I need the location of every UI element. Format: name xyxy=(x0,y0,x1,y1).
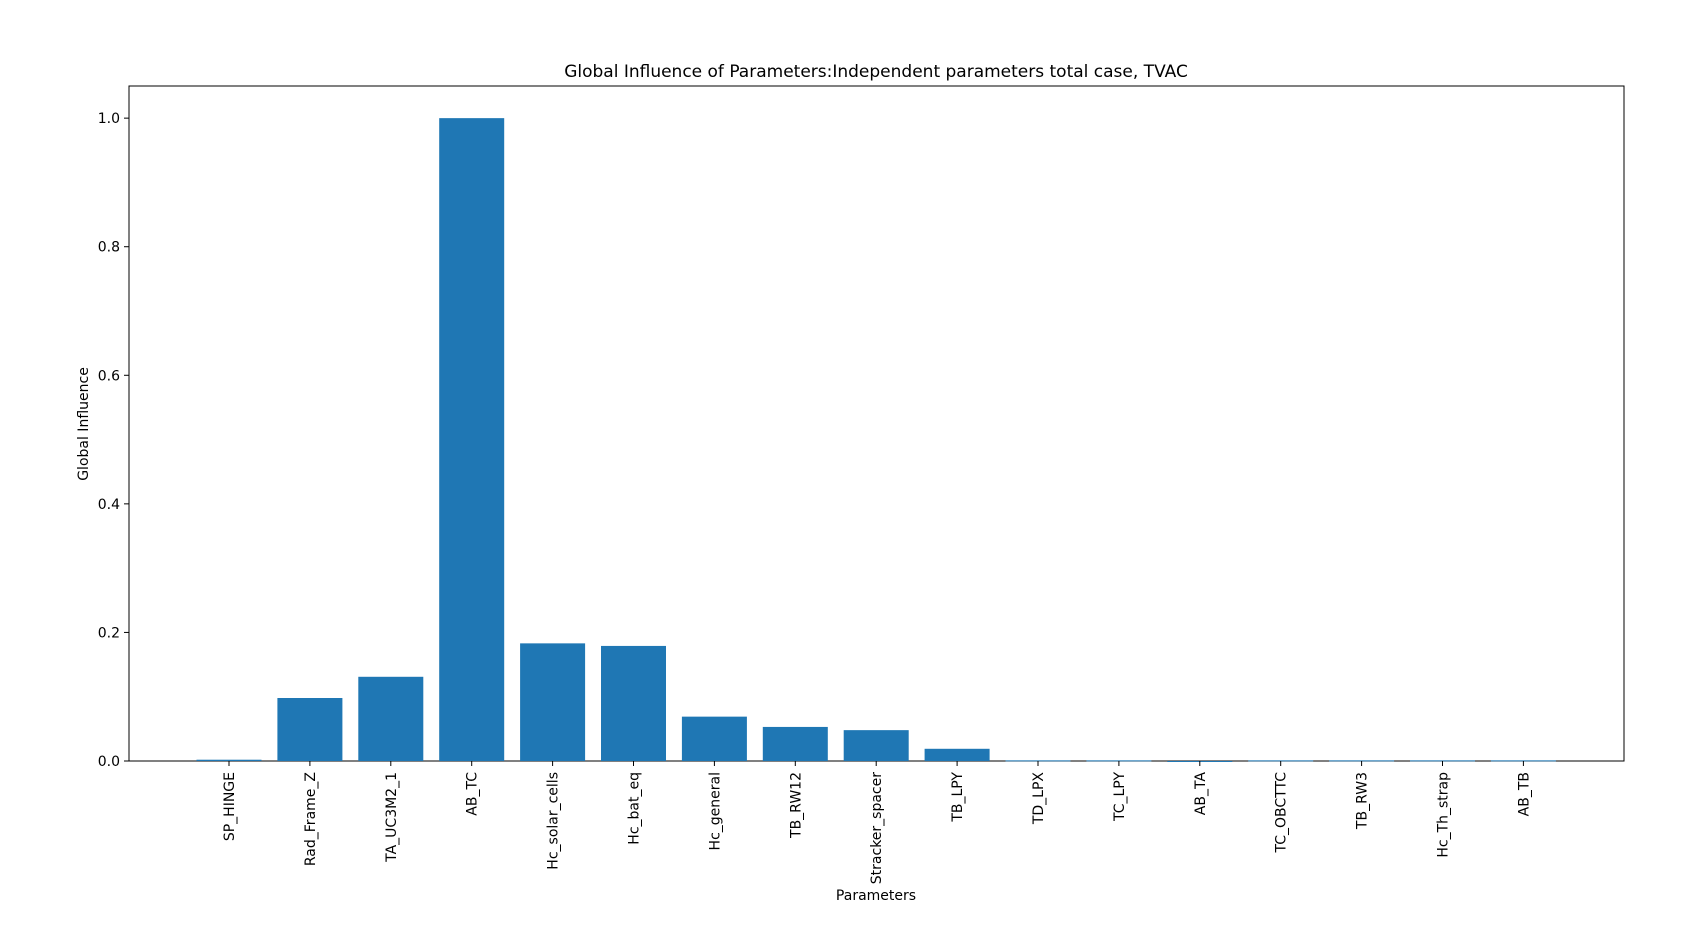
x-tick-label: AB_TA xyxy=(1193,772,1209,816)
x-tick-label: TC_OBCTTC xyxy=(1274,772,1290,854)
bar-TC_LPY xyxy=(1086,760,1152,762)
x-tick-label: Stracker_spacer xyxy=(869,772,885,884)
x-tick-label: Hc_Th_strap xyxy=(1436,772,1452,858)
x-tick-label: Hc_bat_eq xyxy=(627,772,643,845)
x-tick-label: TD_LPX xyxy=(1031,772,1047,826)
plot-frame xyxy=(128,85,1625,762)
bars-group xyxy=(196,118,1556,762)
y-tick-label: 0.4 xyxy=(98,497,120,513)
bar-Hc_Th_strap xyxy=(1410,760,1475,762)
bar-TB_RW12 xyxy=(762,726,828,761)
bar-Hc_solar_cells xyxy=(520,643,586,761)
x-tick-label: Hc_solar_cells xyxy=(546,772,562,870)
y-tick-label: 1.0 xyxy=(98,111,120,127)
x-tick-label: TC_LPY xyxy=(1112,772,1128,822)
bar-TB_RW3 xyxy=(1329,760,1395,762)
x-tick-label: TA_UC3M2_1 xyxy=(384,772,400,863)
y-tick-label: 0.0 xyxy=(98,754,120,770)
y-tick-label: 0.8 xyxy=(98,240,120,256)
bar-AB_TC xyxy=(439,118,505,761)
bar-Rad_Frame_Z xyxy=(277,698,343,761)
bar-TD_LPX xyxy=(1005,760,1071,762)
x-tick-label: Hc_general xyxy=(707,772,723,850)
bar-Hc_bat_eq xyxy=(601,645,666,761)
x-tick-label: TB_RW3 xyxy=(1355,772,1371,830)
y-axis-label: Global Influence xyxy=(76,367,92,481)
chart-title: Global Influence of Parameters:Independe… xyxy=(564,62,1188,82)
x-tick-label: SP_HINGE xyxy=(222,772,238,841)
bar-TC_OBCTTC xyxy=(1248,760,1314,762)
x-tick-label: TB_LPY xyxy=(950,772,966,823)
bar-SP_HINGE xyxy=(196,759,262,761)
plot-area xyxy=(128,85,1625,762)
bar-AB_TB xyxy=(1490,760,1556,762)
y-tick-label: 0.2 xyxy=(98,625,120,641)
y-tick-label: 0.6 xyxy=(98,368,120,384)
x-tick-label: AB_TB xyxy=(1516,772,1532,816)
x-tick-label: AB_TC xyxy=(465,772,481,816)
bar-Hc_general xyxy=(681,716,747,761)
bar-TB_LPY xyxy=(924,748,990,761)
bar-Stracker_spacer xyxy=(843,730,909,761)
x-tick-label: Rad_Frame_Z xyxy=(303,772,319,866)
x-axis: SP_HINGE Rad_Frame_Z TA_UC3M2_1 AB_TC Hc_sol… xyxy=(222,761,1532,884)
y-axis: 0.0 0.2 0.4 0.6 0.8 1.0 xyxy=(98,111,129,770)
bar-TA_UC3M2_1 xyxy=(358,676,424,761)
x-tick-label: TB_RW12 xyxy=(788,772,804,839)
x-axis-label: Parameters xyxy=(836,888,916,904)
